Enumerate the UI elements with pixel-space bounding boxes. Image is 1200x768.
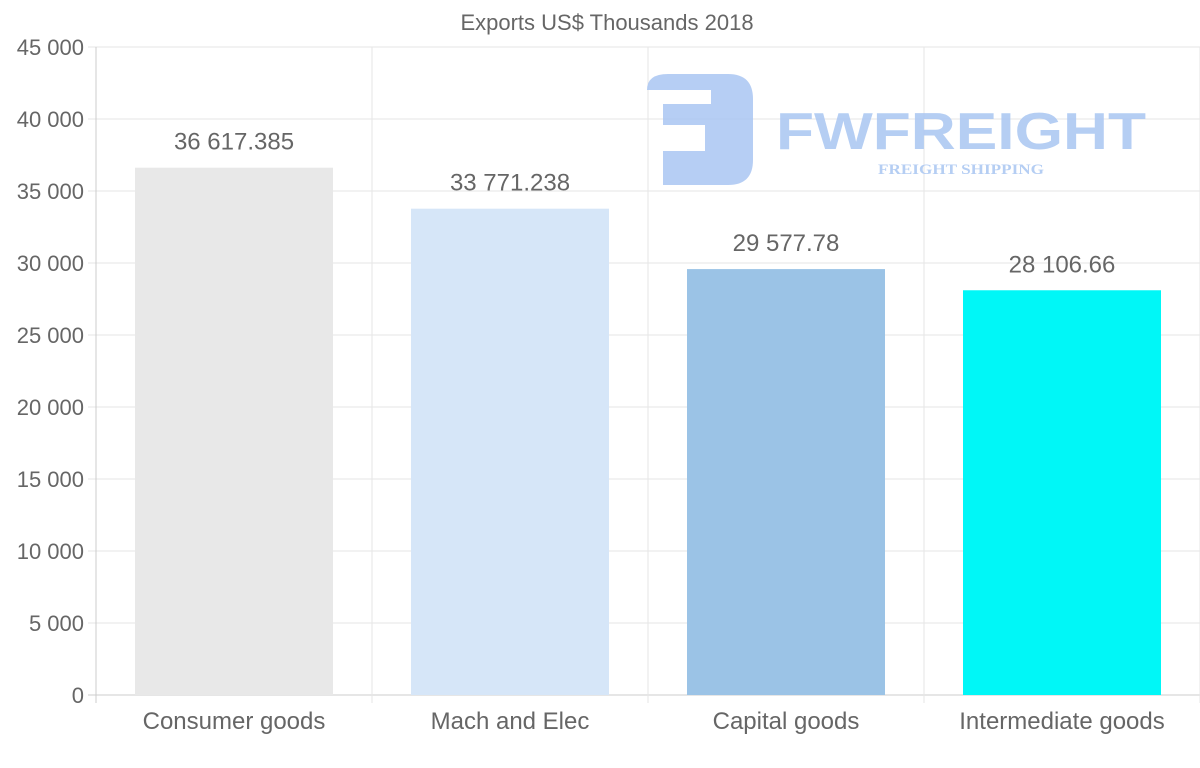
y-tick-label: 15 000 bbox=[17, 467, 84, 492]
y-tick-label: 35 000 bbox=[17, 179, 84, 204]
bar-intermediate-goods bbox=[963, 290, 1161, 695]
logo-tagline: FREIGHT SHIPPING bbox=[878, 162, 1044, 178]
axis-labels: 0 5 000 10 000 15 000 20 000 25 000 30 000 35 0… bbox=[17, 35, 1165, 735]
watermark-logo: FWFREIGHT FREIGHT SHIPPING bbox=[647, 74, 1146, 185]
y-tick-label: 40 000 bbox=[17, 107, 84, 132]
x-tick-label: Capital goods bbox=[713, 708, 860, 735]
x-tick-label: Consumer goods bbox=[143, 708, 326, 735]
logo-brand: FWFREIGHT bbox=[776, 103, 1146, 161]
bar-mach-and-elec bbox=[411, 208, 609, 696]
x-tick-label: Mach and Elec bbox=[431, 708, 590, 735]
bar-value-label: 33 771.238 bbox=[450, 170, 570, 197]
y-tick-label: 10 000 bbox=[17, 539, 84, 564]
bar-consumer-goods bbox=[135, 167, 333, 695]
bar-value-label: 29 577.78 bbox=[733, 230, 840, 257]
y-tick-label: 0 bbox=[72, 683, 84, 708]
chart-title: Exports US$ Thousands 2018 bbox=[460, 10, 753, 35]
y-tick-label: 25 000 bbox=[17, 323, 84, 348]
bar-capital-goods bbox=[687, 269, 885, 695]
logo-mark-icon bbox=[647, 74, 753, 185]
bar-value-label: 28 106.66 bbox=[1009, 251, 1116, 278]
y-tick-label: 5 000 bbox=[29, 611, 84, 636]
y-tick-label: 30 000 bbox=[17, 251, 84, 276]
y-tick-label: 20 000 bbox=[17, 395, 84, 420]
bars bbox=[135, 167, 1161, 696]
bar-value-label: 36 617.385 bbox=[174, 129, 294, 156]
x-tick-label: Intermediate goods bbox=[959, 708, 1164, 735]
y-tick-label: 45 000 bbox=[17, 35, 84, 60]
